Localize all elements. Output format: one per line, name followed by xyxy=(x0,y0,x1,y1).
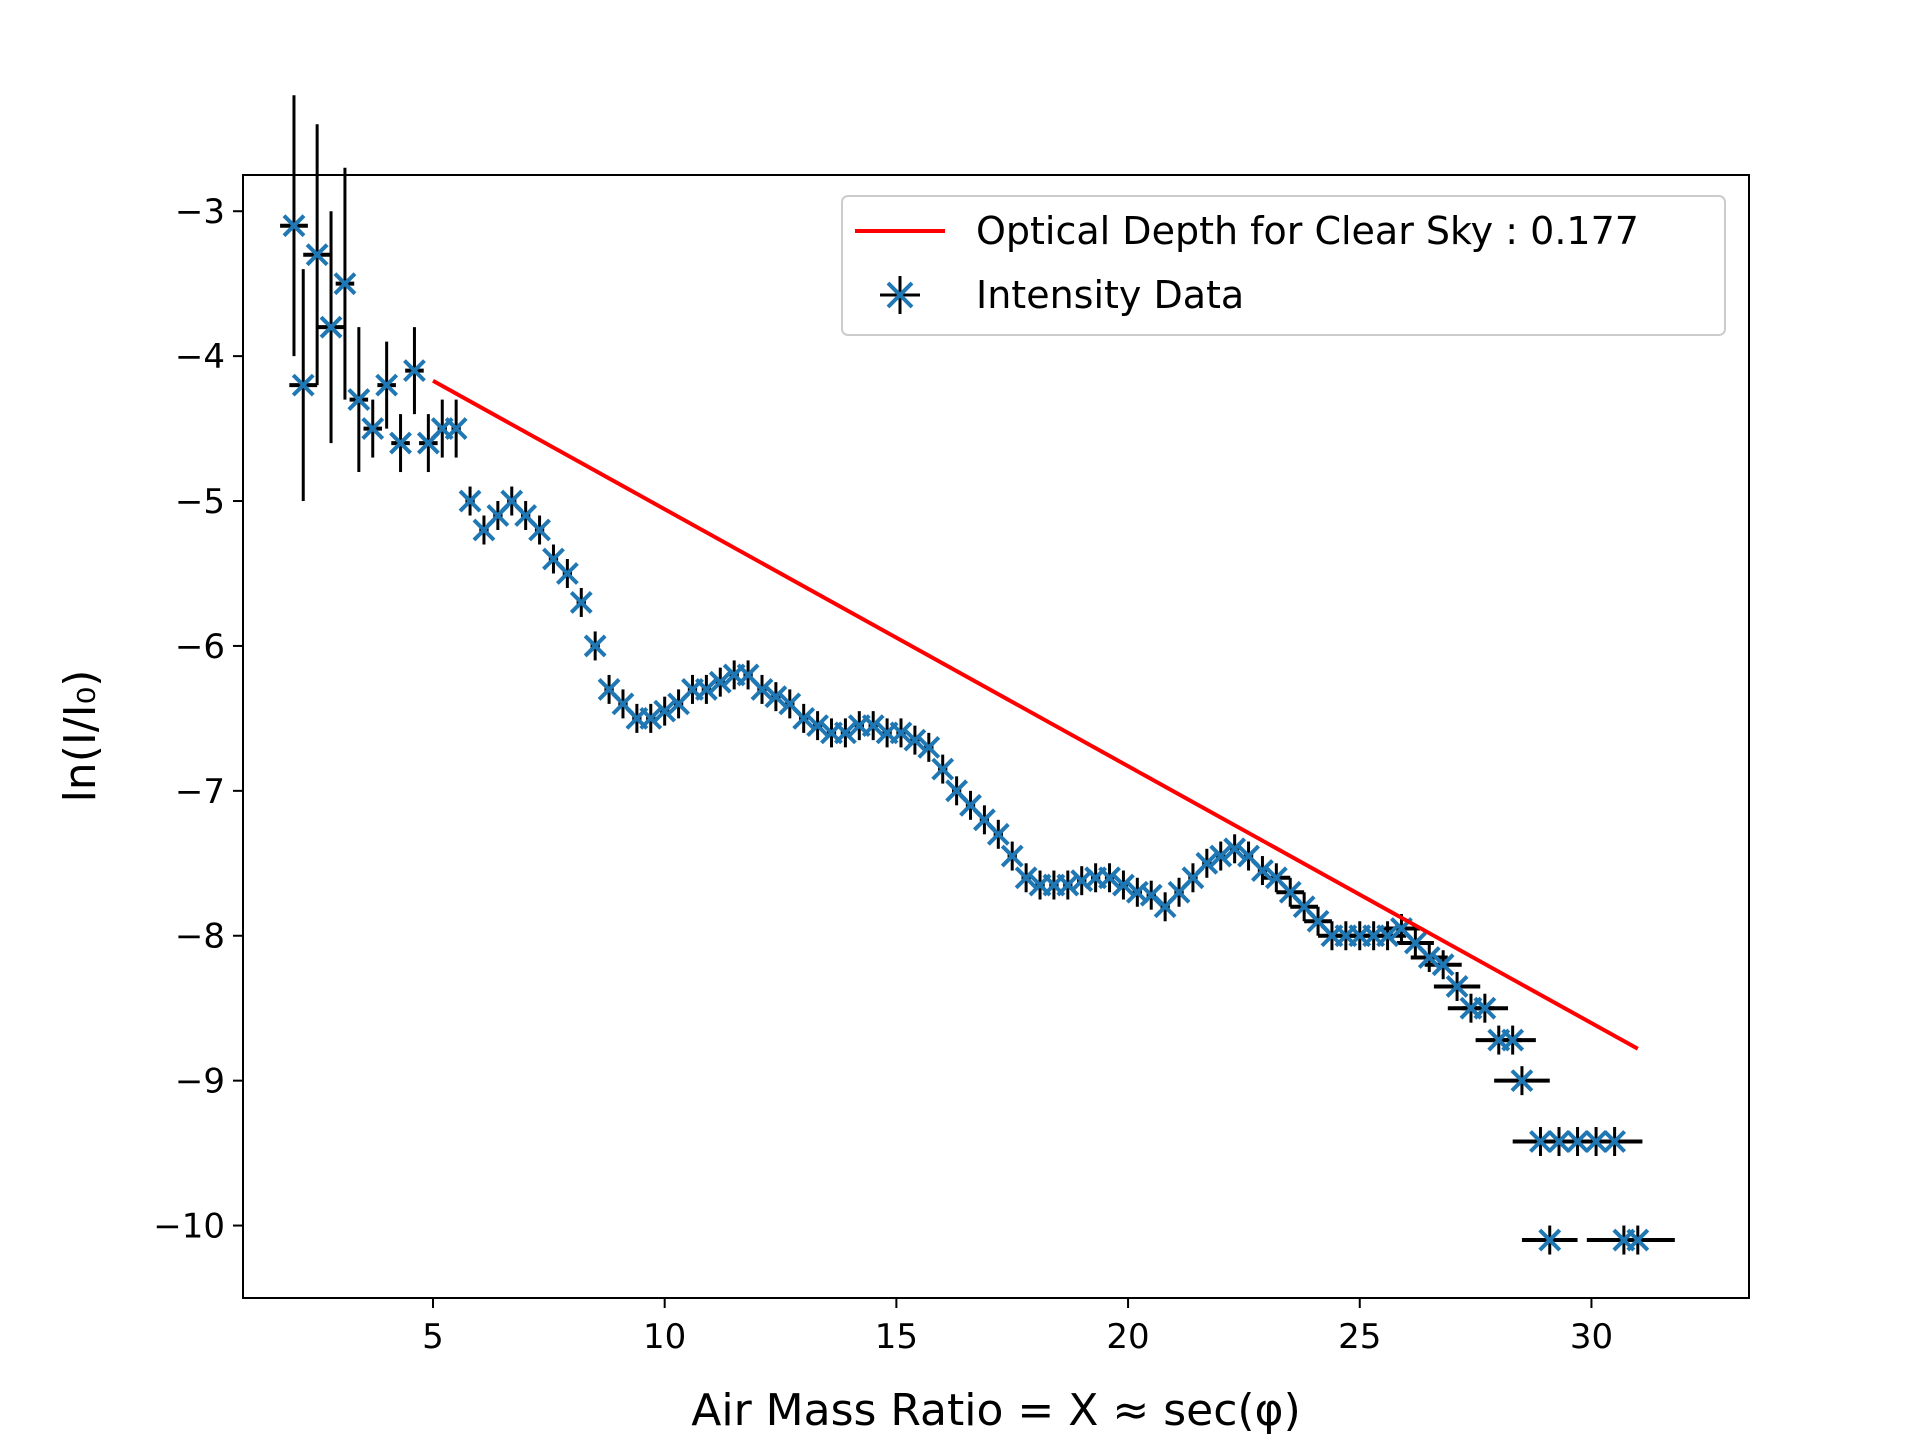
data-point xyxy=(903,728,927,752)
x-axis-label: Air Mass Ratio = X ≈ sec(φ) xyxy=(691,1385,1301,1436)
data-point xyxy=(833,721,857,745)
data-point xyxy=(375,373,399,397)
y-tick-label: −3 xyxy=(175,192,225,232)
data-point xyxy=(458,489,482,513)
data-point xyxy=(931,757,955,781)
y-tick-label: −10 xyxy=(153,1207,225,1247)
data-point xyxy=(333,272,357,296)
data-point xyxy=(389,431,412,455)
data-point xyxy=(1473,996,1497,1020)
data-point xyxy=(583,634,607,658)
legend-fit-label: Optical Depth for Clear Sky : 0.177 xyxy=(976,209,1639,253)
data-point xyxy=(1529,1130,1552,1153)
y-tick-label: −9 xyxy=(175,1062,225,1102)
data-point xyxy=(1445,975,1469,998)
data-marks xyxy=(280,95,1675,1255)
data-point xyxy=(1626,1228,1650,1252)
data-point xyxy=(1538,1228,1562,1252)
data-point xyxy=(889,721,913,745)
data-point xyxy=(1584,1130,1608,1153)
data-point xyxy=(708,670,732,694)
data-point xyxy=(1195,851,1219,875)
plot-frame xyxy=(242,174,1750,1299)
data-point xyxy=(792,706,816,730)
data-point xyxy=(694,677,718,701)
data-point xyxy=(282,214,306,238)
x-tick-label: 20 xyxy=(1106,1317,1149,1357)
data-point xyxy=(750,677,774,701)
data-point xyxy=(1098,866,1121,890)
data-point xyxy=(1056,873,1080,897)
data-point xyxy=(319,315,343,339)
data-point xyxy=(764,685,788,709)
y-axis-label: ln(I/I₀) xyxy=(55,670,106,803)
legend-data-label: Intensity Data xyxy=(976,273,1244,317)
data-point xyxy=(347,388,371,412)
data-point xyxy=(1501,1028,1525,1052)
legend-data-swatch xyxy=(880,276,920,314)
y-tick-label: −8 xyxy=(175,917,225,957)
axis-ticks: 5 10 15 20 25 30 −3 −4 −5 −6 −7 −8 −9 −10 xyxy=(153,192,1613,1357)
data-point xyxy=(569,591,593,614)
data-point xyxy=(1000,844,1024,868)
data-point xyxy=(1209,844,1233,868)
x-tick-label: 10 xyxy=(643,1317,686,1357)
data-point xyxy=(1417,946,1441,969)
data-point xyxy=(861,714,885,738)
legend: Optical Depth for Clear Sky : 0.177 Inte… xyxy=(841,195,1726,336)
y-tick-label: −7 xyxy=(175,772,225,812)
data-point xyxy=(1014,866,1038,890)
data-point xyxy=(917,735,941,759)
data-point xyxy=(403,359,426,383)
data-point xyxy=(555,562,579,585)
data-point xyxy=(361,417,385,440)
data-point xyxy=(1223,837,1247,861)
legend-box xyxy=(841,195,1726,336)
y-tick-label: −6 xyxy=(175,627,225,667)
x-tick-label: 25 xyxy=(1338,1317,1381,1357)
y-tick-label: −4 xyxy=(175,337,225,377)
data-point xyxy=(291,373,315,397)
data-point xyxy=(444,417,468,440)
data-point xyxy=(1566,1130,1589,1153)
data-point xyxy=(806,714,830,738)
data-point xyxy=(1547,1130,1571,1153)
data-point xyxy=(1112,873,1135,897)
y-tick-label: −5 xyxy=(175,482,225,522)
data-point xyxy=(1376,924,1399,948)
data-point xyxy=(639,706,663,730)
x-tick-label: 30 xyxy=(1570,1317,1613,1357)
x-tick-label: 5 xyxy=(422,1317,444,1357)
data-point xyxy=(1251,859,1274,882)
x-tick-label: 15 xyxy=(875,1317,918,1357)
data-point xyxy=(528,518,551,542)
fit-line xyxy=(432,379,1639,1051)
data-point xyxy=(986,822,1010,846)
data-point xyxy=(653,699,677,723)
data-point xyxy=(1510,1069,1534,1093)
data-point xyxy=(305,243,329,267)
data-point xyxy=(1603,1130,1627,1153)
data-point xyxy=(1431,953,1455,977)
